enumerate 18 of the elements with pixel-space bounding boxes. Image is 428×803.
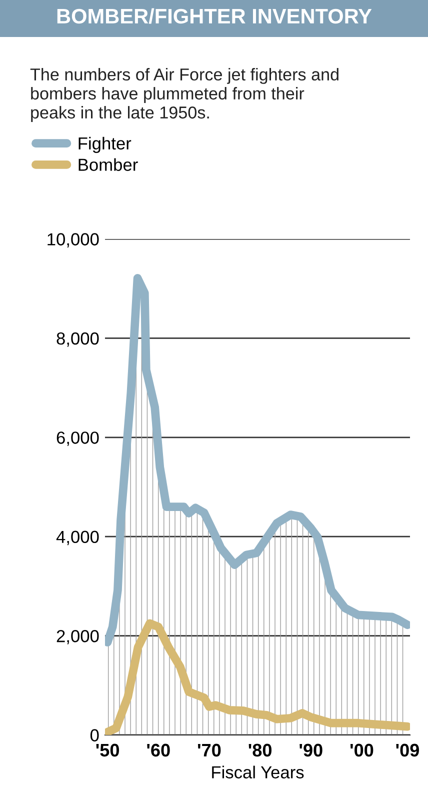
x-axis-title: Fiscal Years [212, 766, 304, 778]
chart-title: BOMBER/FIGHTER INVENTORY [57, 8, 372, 24]
x-tick-label: '50 [96, 744, 119, 757]
y-tick-label: 0 [90, 729, 99, 742]
chart-subtitle: The numbers of Air Force jet fighters and bombers have plummeted from their peaks in the late 1950s. [30, 68, 338, 122]
x-tick-label: '70 [198, 744, 221, 757]
y-tick-label: 2,000 [56, 630, 99, 644]
y-tick-label: 6,000 [56, 432, 99, 446]
x-tick-label: '00 [350, 744, 374, 757]
y-tick-label: 8,000 [56, 332, 99, 347]
y-tick-label: 4,000 [56, 530, 99, 546]
legend-label: Bomber [78, 158, 138, 171]
x-tick-label: '60 [147, 744, 170, 757]
x-tick-label: '90 [300, 744, 322, 757]
legend-label: Fighter [78, 136, 132, 154]
y-tick-label: 10,000 [48, 233, 99, 248]
x-tick-label: '09 [396, 744, 419, 757]
x-tick-label: '80 [248, 744, 272, 757]
